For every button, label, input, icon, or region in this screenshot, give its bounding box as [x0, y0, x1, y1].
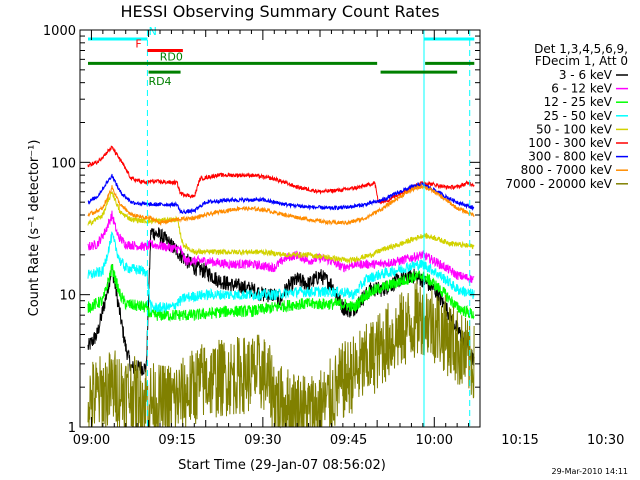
x-tick-label: 09:00: [73, 433, 110, 448]
y-axis: 1 10 100 1000: [43, 24, 480, 436]
flag-label-rd4: RD4: [148, 75, 171, 88]
legend: Det 1,3,4,5,6,9, FDecim 1, Att 0 3 - 6 k…: [505, 42, 628, 191]
series-line-6: [87, 173, 475, 215]
x-tick-label: 09:30: [244, 433, 281, 448]
timestamp: 29-Mar-2010 14:11: [552, 467, 629, 476]
x-tick-label: 09:15: [158, 433, 195, 448]
legend-label-7: 800 - 7000 keV: [521, 163, 613, 177]
x-axis: 09:00 09:15 09:30 09:45 10:00 10:15 10:30: [73, 30, 624, 448]
series-line-2: [87, 264, 475, 322]
legend-label-4: 50 - 100 keV: [536, 122, 613, 136]
legend-label-2: 12 - 25 keV: [544, 95, 613, 109]
series-line-8: [87, 280, 475, 429]
flag-layer: NF RD0 RD4: [88, 25, 475, 88]
chart-title: HESSI Observing Summary Count Rates: [120, 2, 439, 21]
legend-label-5: 100 - 300 keV: [528, 136, 612, 150]
flag-label-rd0: RD0: [160, 50, 183, 63]
y-axis-label: Count Rate (s⁻¹ detector⁻¹): [27, 140, 42, 317]
series-line-1: [87, 210, 475, 283]
x-tick-label: 10:00: [416, 433, 453, 448]
x-tick-label: 10:15: [501, 433, 538, 448]
x-axis-label: Start Time (29-Jan-07 08:56:02): [178, 458, 386, 473]
y-tick-label: 1000: [43, 24, 76, 39]
series-line-3: [87, 231, 475, 313]
y-tick-label: 10: [59, 289, 76, 304]
y-tick-label: 1: [68, 421, 76, 436]
flag-label-n: N: [149, 25, 157, 38]
series-layer: [87, 145, 475, 429]
vline-layer: [146, 30, 471, 427]
series-line-7: [87, 183, 475, 226]
series-line-5: [87, 145, 475, 205]
legend-label-6: 300 - 800 keV: [528, 150, 612, 164]
legend-label-3: 25 - 50 keV: [544, 109, 613, 123]
x-tick-label: 10:30: [587, 433, 624, 448]
y-tick-label: 100: [51, 156, 76, 171]
series-line-4: [87, 190, 475, 264]
legend-label-1: 6 - 12 keV: [551, 82, 613, 96]
plot-frame: [79, 29, 481, 428]
legend-header-line-1: Det 1,3,4,5,6,9,: [534, 42, 628, 56]
flag-label-f: F: [135, 37, 141, 50]
x-tick-label: 09:45: [330, 433, 367, 448]
legend-label-8: 7000 - 20000 keV: [505, 177, 612, 191]
legend-header-line-2: FDecim 1, Att 0: [535, 54, 628, 68]
legend-label-0: 3 - 6 keV: [559, 68, 613, 82]
